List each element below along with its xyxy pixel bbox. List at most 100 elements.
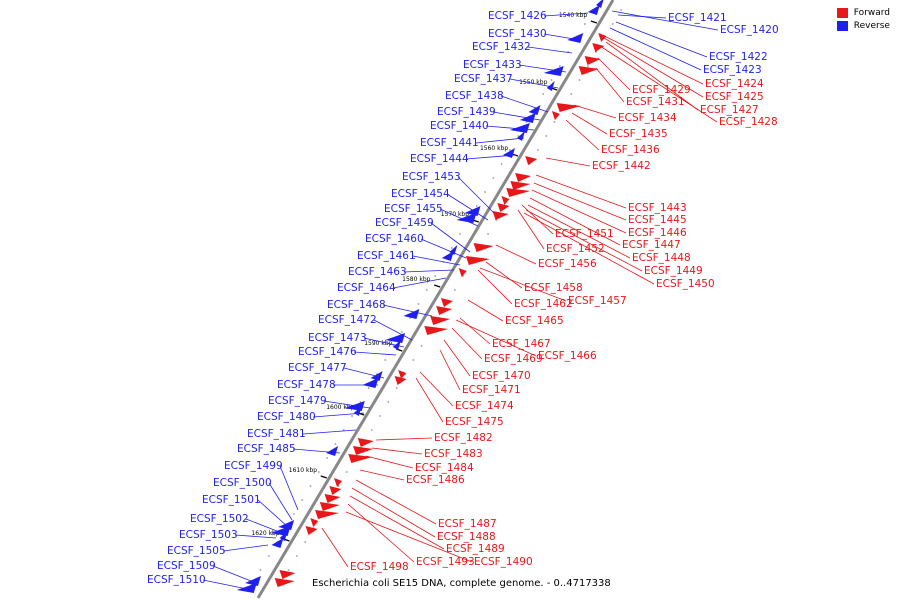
forward-gene-label: ECSF_1428	[719, 116, 778, 128]
forward-gene-label: ECSF_1448	[632, 252, 691, 264]
reverse-gene	[543, 66, 564, 76]
forward-gene-label: ECSF_1466	[538, 350, 597, 362]
forward-gene-label: ECSF_1457	[568, 295, 627, 307]
reverse-gene-label: ECSF_1503	[179, 529, 238, 541]
leader-line	[353, 351, 397, 356]
leader-line	[517, 209, 545, 250]
leader-line	[412, 255, 461, 266]
forward-gene-label: ECSF_1445	[628, 214, 687, 226]
track-dot	[292, 513, 295, 515]
tick-label: 1610 kbp	[289, 467, 317, 474]
leader-line	[430, 222, 471, 253]
reverse-gene	[567, 33, 584, 43]
track-dot	[459, 233, 461, 235]
track-dot	[434, 275, 437, 277]
tick-mark	[320, 475, 327, 479]
leader-line	[439, 349, 461, 391]
forward-gene	[551, 111, 560, 120]
leader-line	[615, 21, 708, 58]
forward-gene-label: ECSF_1475	[445, 416, 504, 428]
forward-gene-label: ECSF_1425	[705, 91, 764, 103]
track-dot	[553, 121, 556, 123]
forward-gene	[510, 181, 531, 190]
tick-mark	[433, 284, 441, 288]
forward-gene-label: ECSF_1488	[437, 531, 496, 543]
leader-line	[500, 95, 549, 113]
reverse-gene-label: ECSF_1423	[703, 64, 762, 76]
reverse-gene-label: ECSF_1422	[709, 51, 768, 63]
track-dot	[586, 65, 589, 67]
leader-line	[202, 579, 253, 591]
leader-line	[279, 465, 299, 511]
leader-line	[323, 400, 371, 409]
forward-gene-label: ECSF_1474	[455, 400, 514, 412]
track-dot	[620, 9, 622, 11]
reverse-gene-label: ECSF_1505	[167, 545, 226, 557]
leader-line	[495, 244, 537, 265]
reverse-gene-label: ECSF_1421	[668, 12, 727, 24]
forward-gene	[424, 326, 449, 335]
leader-line	[371, 447, 423, 455]
legend-forward: Forward	[836, 8, 890, 18]
leader-line	[521, 204, 554, 235]
forward-gene	[592, 43, 605, 52]
leader-line	[443, 339, 471, 377]
track-dot	[542, 93, 545, 95]
forward-gene-label: ECSF_1483	[424, 448, 483, 460]
track-dot	[317, 471, 320, 473]
reverse-gene-label: ECSF_1479	[268, 395, 327, 407]
leader-line	[609, 27, 702, 71]
leader-line	[373, 319, 413, 341]
forward-gene	[598, 33, 607, 42]
track-dot	[492, 177, 495, 179]
tick-label: 1590 kbp	[364, 340, 392, 347]
leader-line	[465, 154, 517, 160]
track-dot	[578, 79, 581, 81]
tick-label: 1540 kbp	[559, 12, 587, 19]
forward-gene-label: ECSF_1489	[446, 543, 505, 555]
forward-gene	[506, 188, 531, 197]
reverse-gene-label: ECSF_1454	[391, 188, 450, 200]
leader-line	[535, 174, 627, 209]
forward-gene	[430, 316, 451, 325]
leader-line	[599, 45, 718, 123]
forward-gene-label: ECSF_1443	[628, 202, 687, 214]
forward-gene	[274, 578, 295, 587]
track-dot	[259, 569, 262, 571]
leader-line	[523, 212, 655, 285]
reverse-gene-label: ECSF_1459	[375, 217, 434, 229]
forward-gene	[525, 156, 538, 165]
forward-gene	[279, 570, 296, 579]
track-dot	[500, 163, 503, 165]
genome-caption: Escherichia coli SE15 DNA, complete geno…	[312, 578, 611, 589]
leader-line	[345, 511, 473, 563]
reverse-gene-label: ECSF_1473	[308, 332, 367, 344]
leader-line	[268, 482, 293, 521]
track-dot	[334, 443, 337, 445]
reverse-gene-label: ECSF_1477	[288, 362, 347, 374]
reverse-gene-label: ECSF_1433	[463, 59, 522, 71]
tick-label: 1560 kbp	[480, 145, 508, 152]
forward-gene-label: ECSF_1436	[601, 144, 660, 156]
track-dot	[342, 429, 345, 431]
forward-gene-label: ECSF_1435	[609, 128, 668, 140]
reverse-gene-label: ECSF_1426	[488, 10, 547, 22]
leader-line	[573, 104, 617, 119]
forward-gene	[465, 256, 490, 265]
leader-line	[455, 319, 537, 357]
leader-line	[257, 499, 289, 528]
leader-line	[529, 197, 621, 246]
legend-reverse-label: Reverse	[853, 21, 890, 31]
leader-line	[420, 238, 467, 259]
forward-gene	[329, 486, 342, 495]
leader-line	[451, 327, 483, 360]
leader-line	[457, 176, 495, 214]
leader-line	[518, 64, 567, 73]
leader-line	[597, 57, 631, 91]
reverse-gene	[236, 583, 257, 593]
forward-gene-label: ECSF_1487	[438, 518, 497, 530]
reverse-gene-label: ECSF_1485	[237, 443, 296, 455]
leader-line	[419, 371, 454, 407]
reverse-gene-label: ECSF_1468	[327, 299, 386, 311]
leader-line	[467, 299, 504, 322]
